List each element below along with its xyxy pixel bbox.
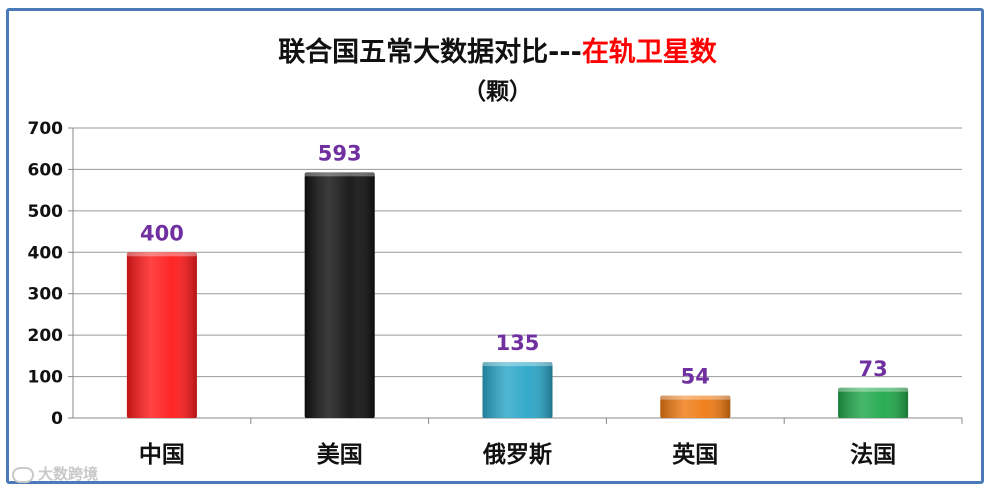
x-tick-label: 俄罗斯 [482,441,552,468]
data-label: 135 [496,331,540,355]
watermark: 大数跨境 [12,463,98,484]
x-tick-label: 法国 [850,442,896,468]
y-tick-label: 200 [28,326,64,346]
y-tick-label: 400 [28,243,64,263]
watermark-text: 大数跨境 [38,465,99,483]
data-label: 73 [858,357,887,381]
bar-shading [304,172,375,418]
chart-title: 联合国五常大数据对比---在轨卫星数 [0,30,995,69]
y-tick-label: 0 [51,409,63,429]
bar-top-bevel [304,172,375,177]
bar-top-bevel [838,387,909,392]
data-label: 593 [318,141,362,165]
x-tick-label: 中国 [139,442,185,468]
y-tick-label: 500 [28,202,64,222]
bar-top-bevel [660,395,731,400]
bar-shading [482,362,553,418]
bar-shading [838,387,909,418]
data-label: 54 [681,365,710,389]
x-tick-label: 美国 [317,441,363,468]
y-tick-label: 100 [28,368,64,388]
watermark-logo-icon [12,466,34,483]
bar-shading [660,395,731,418]
bar-top-bevel [482,362,553,367]
bar-shading [126,252,197,418]
x-tick-label: 英国 [672,441,718,468]
chart-subtitle: （颗） [463,79,532,105]
y-tick-label: 700 [28,119,64,139]
bar-top-bevel [126,252,197,257]
data-label: 400 [140,221,184,245]
chart-title-highlight: 在轨卫星数 [581,37,717,68]
y-tick-label: 300 [28,285,64,305]
chart-title-main: 联合国五常大数据对比--- [278,37,582,68]
y-tick-label: 600 [28,160,64,180]
